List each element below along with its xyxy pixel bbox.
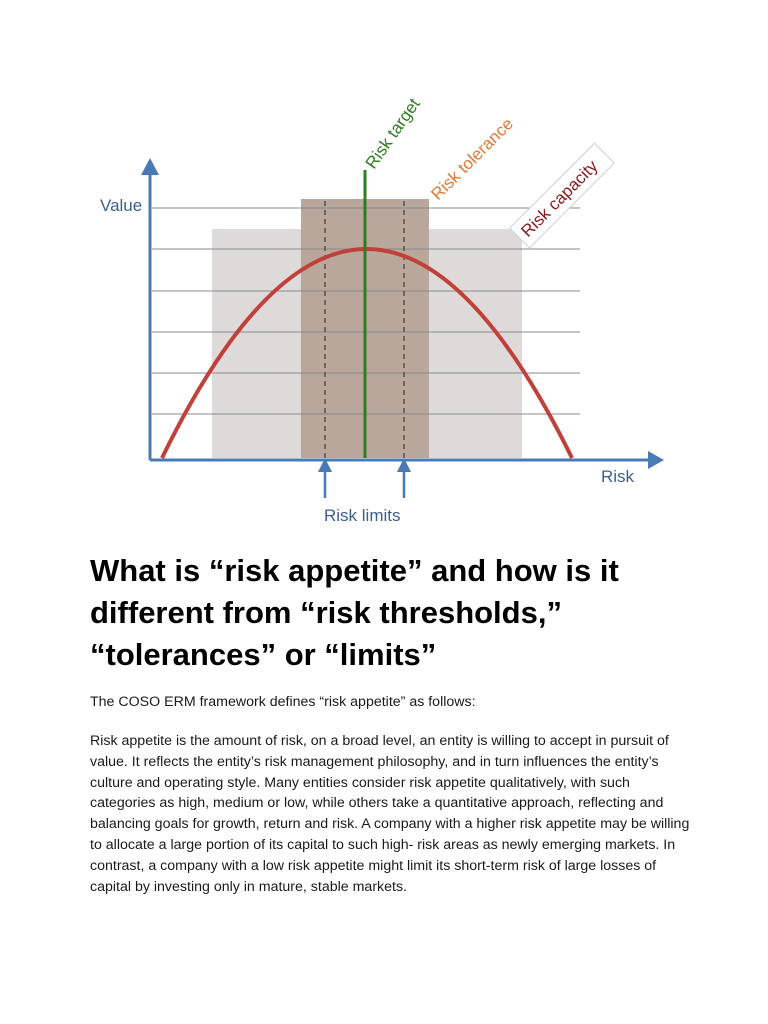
x-axis-label: Risk — [601, 467, 635, 486]
x-axis-arrowhead — [648, 451, 664, 469]
axes — [148, 170, 652, 462]
article-heading: What is “risk appetite” and how is it di… — [90, 553, 619, 672]
risk-target-label: Risk target — [362, 95, 424, 173]
risk-appetite-diagram: Value Risk Risk limits Risk target Risk … — [100, 95, 664, 525]
risk-tolerance-label: Risk tolerance — [427, 114, 517, 204]
risk-capacity-tag: Risk capacity — [508, 142, 615, 249]
risk-capacity-label: Risk capacity — [517, 156, 602, 241]
risk-limits-label: Risk limits — [324, 506, 401, 525]
risk-limit-arrowhead-left — [318, 458, 332, 472]
intro-paragraph: The COSO ERM framework defines “risk app… — [90, 694, 476, 710]
y-axis-label: Value — [100, 196, 142, 215]
risk-limits-arrows — [323, 470, 406, 498]
definition-paragraph: Risk appetite is the amount of risk, on … — [90, 733, 690, 895]
y-axis-arrowhead — [141, 158, 159, 175]
risk-limit-arrowhead-right — [397, 458, 411, 472]
